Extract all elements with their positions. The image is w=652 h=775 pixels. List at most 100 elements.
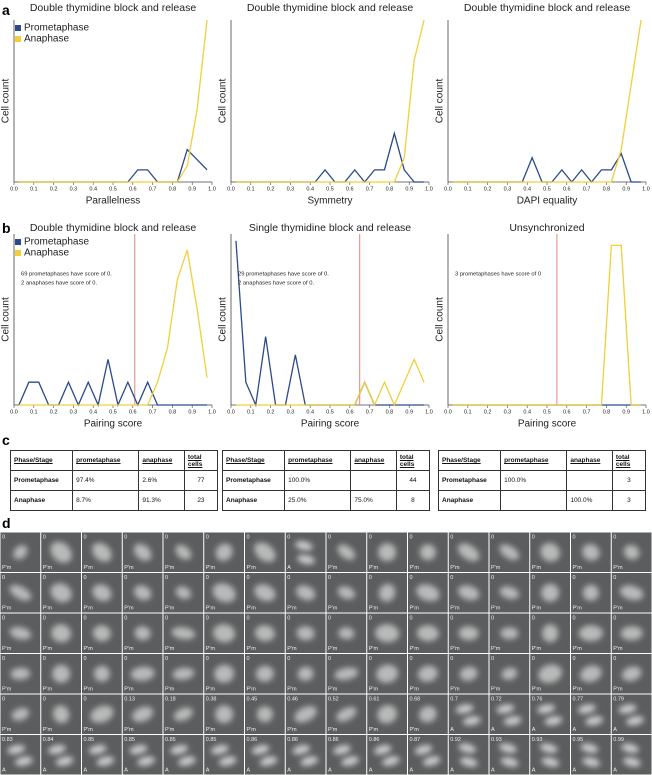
charts: Double thymidine block and release 0.0 0.1… [1,2,650,430]
cell-blob [539,743,558,754]
cell-blob [375,624,400,643]
cell-blob [213,624,236,643]
cell-phase: A [573,767,577,773]
cell-phase: P'm [287,605,297,611]
cell-phase: A [247,767,251,773]
x-tick-label: 0.3 [504,186,512,192]
legend-swatch [15,250,21,256]
cell-blob [96,756,115,766]
cell-phase: P'm [410,686,420,692]
cell-score: 0 [328,615,331,621]
cell-score: 0 [165,534,168,540]
cell-phase: P'm [43,727,53,733]
x-tick-label: 0.6 [346,409,354,415]
table-cell: 3 [611,470,647,491]
x-tick-label: 0.5 [109,409,117,415]
chart-title: Single thymidine block and release [249,222,411,234]
cell-blob [499,586,520,600]
cell-score: 0 [84,615,87,621]
cell-blob [460,757,478,767]
cell-phase: P'm [491,565,501,571]
table-cell: 2.6% [138,470,185,491]
cell-score: 0 [491,656,494,662]
cell-score: 0.92 [450,737,461,743]
cell-phase: P'm [165,727,175,733]
x-tick-label: 0.6 [129,186,137,192]
cell-phase: P'm [532,565,542,571]
cell-phase: P'm [491,605,501,611]
cell-score: 0 [2,656,5,662]
cell-score: 0.86 [247,737,258,743]
cell-blob [503,716,522,726]
cell-phase: A [84,767,88,773]
table: Phase/Stage prometaphase anaphase total cel… [9,450,219,511]
cell-blob [170,744,188,755]
x-tick-label: 0.7 [583,409,591,415]
cell-blob [175,544,192,560]
cell-phase: P'm [613,605,623,611]
chart-title: Unsynchronized [509,222,584,234]
table-cell: prometaphase [72,450,140,471]
cell-blob [294,706,317,723]
x-tick-label: 1.0 [425,409,433,415]
cell-phase: A [43,767,47,773]
cell-score: 0.86 [328,737,339,743]
cell-blob [255,665,274,682]
cell-blob [254,584,276,602]
x-tick-label: 0.2 [484,186,492,192]
cell-phase: P'm [124,565,134,571]
cell-score: 0 [573,656,576,662]
cell-blob [171,627,196,640]
cell-blob [93,665,110,682]
cell-blob [338,627,355,640]
cell-background [285,735,326,775]
cell-blob [623,757,641,767]
cell-blob [211,744,229,755]
cell-phase: P'm [247,605,257,611]
table-cell: Phase/Stage [221,450,286,471]
series-line [235,240,425,408]
panel-label: c [2,432,10,448]
x-tick-label: 0.7 [366,409,374,415]
table-cell: Anaphase [221,490,286,511]
x-tick-label: 0.1 [464,409,472,415]
x-tick-label: 0.7 [149,409,157,415]
cell-blob [55,756,74,766]
cell-phase: P'm [124,686,134,692]
cell-score: 0 [165,615,168,621]
table-cell: anaphase [350,450,397,471]
cell-score: 0.85 [124,737,135,743]
series-line [18,359,208,408]
cell-phase: P'm [2,605,12,611]
cell-score: 0 [328,656,331,662]
cell-blob [7,744,26,755]
cell-blob [218,756,237,766]
cell-score: 0.45 [247,696,258,702]
x-tick-label: 0.5 [326,409,334,415]
cell-phase: A [613,727,617,733]
cell-score: 0 [491,534,494,540]
series-line [18,148,208,183]
cell-blob [373,744,392,755]
cell-score: 0 [247,615,250,621]
cell-blob [462,716,481,726]
x-tick-label: 0.2 [267,409,275,415]
cell-score: 0 [573,534,576,540]
legend-label: Prometaphase [24,237,89,248]
x-tick-label: 0.2 [50,186,58,192]
cell-phase: A [532,767,536,773]
cell-score: 0 [450,575,453,581]
cell-score: 0 [491,615,494,621]
x-tick-label: 0.4 [89,186,97,192]
cell-blob [626,715,644,726]
cell-phase: P'm [369,727,379,733]
cell-blob [88,744,107,755]
cell-score: 0 [287,575,290,581]
cell-blob [541,757,560,767]
x-tick-label: 0.4 [89,409,97,415]
cell-phase: P'm [613,646,623,652]
table-cell: 8 [395,490,431,511]
cell-phase: P'm [491,686,501,692]
x-tick-label: 0.7 [583,186,591,192]
cell-blob [378,543,397,562]
